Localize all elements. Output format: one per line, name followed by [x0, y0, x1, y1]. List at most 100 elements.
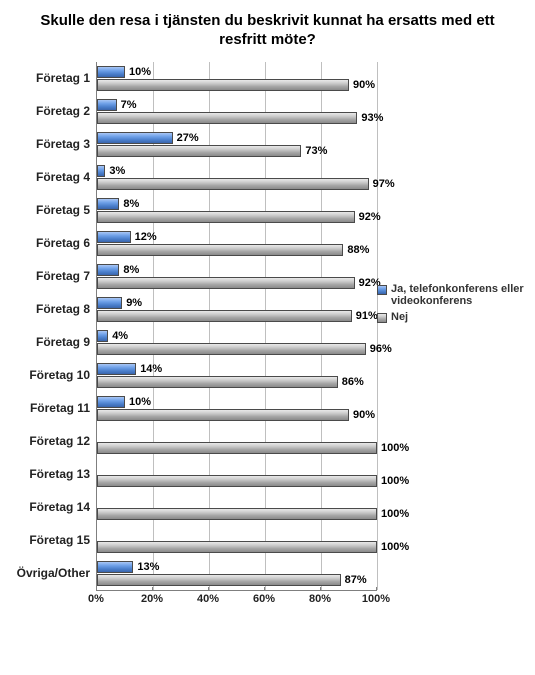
chart-wrap: Företag 1Företag 2Företag 3Företag 4Före…: [8, 62, 527, 615]
bar-yes: [97, 561, 133, 573]
value-label-no: 97%: [373, 178, 395, 190]
value-label-yes: 13%: [137, 561, 159, 573]
bar-row: 100%: [97, 491, 377, 524]
x-tickmark: [264, 587, 265, 591]
bar-no: [97, 79, 349, 91]
x-tickmark: [376, 587, 377, 591]
category-label: Företag 8: [8, 293, 90, 326]
bar-row: 7%93%: [97, 95, 377, 128]
bar-yes: [97, 132, 173, 144]
x-tickmark: [208, 587, 209, 591]
category-label: Företag 14: [8, 491, 90, 524]
legend-item-yes: Ja, telefonkonferens eller videokonferen…: [377, 283, 527, 307]
bar-yes: [97, 198, 119, 210]
x-tick-label: 60%: [253, 593, 275, 605]
bar-row: 8%92%: [97, 260, 377, 293]
bar-no: [97, 310, 352, 322]
bar-yes: [97, 66, 125, 78]
value-label-no: 92%: [359, 211, 381, 223]
bar-no: [97, 112, 357, 124]
value-label-yes: 10%: [129, 396, 151, 408]
value-label-no: 100%: [381, 442, 409, 454]
value-label-no: 93%: [361, 112, 383, 124]
x-tick-label: 80%: [309, 593, 331, 605]
value-label-yes: 8%: [123, 198, 139, 210]
bar-no: [97, 442, 377, 454]
bar-no: [97, 475, 377, 487]
bar-no: [97, 244, 343, 256]
legend-swatch-gray-icon: [377, 313, 387, 323]
category-label: Företag 15: [8, 524, 90, 557]
bar-no: [97, 178, 369, 190]
bar-row: 8%92%: [97, 194, 377, 227]
bars-container: 10%90%7%93%27%73%3%97%8%92%12%88%8%92%9%…: [97, 62, 377, 590]
value-label-no: 91%: [356, 310, 378, 322]
x-tickmark: [152, 587, 153, 591]
bar-row: 10% 90%: [97, 62, 377, 95]
category-label: Företag 6: [8, 227, 90, 260]
category-label: Företag 10: [8, 359, 90, 392]
bar-yes: [97, 264, 119, 276]
value-label-yes: 9%: [126, 297, 142, 309]
category-label: Företag 9: [8, 326, 90, 359]
bar-no: [97, 541, 377, 553]
bar-no: [97, 277, 355, 289]
bar-no: [97, 343, 366, 355]
category-label: Företag 5: [8, 194, 90, 227]
value-label-yes: 3%: [109, 165, 125, 177]
bar-no: [97, 574, 341, 586]
x-tick-label: 100%: [362, 593, 390, 605]
value-label-no: 88%: [347, 244, 369, 256]
category-label: Företag 4: [8, 161, 90, 194]
value-label-no: 86%: [342, 376, 364, 388]
bar-yes: [97, 363, 136, 375]
chart-page: Skulle den resa i tjänsten du beskrivit …: [0, 0, 535, 675]
bar-no: [97, 211, 355, 223]
chart-title: Skulle den resa i tjänsten du beskrivit …: [28, 12, 507, 50]
value-label-no: 100%: [381, 475, 409, 487]
y-axis-labels: Företag 1Företag 2Företag 3Företag 4Före…: [8, 62, 96, 590]
bar-yes: [97, 330, 108, 342]
category-label: Företag 11: [8, 392, 90, 425]
legend-label-no: Nej: [391, 311, 408, 323]
bar-no: [97, 376, 338, 388]
legend-swatch-blue-icon: [377, 285, 387, 295]
value-label-yes: 7%: [121, 99, 137, 111]
value-label-no: 90%: [353, 79, 375, 91]
category-label: Företag 2: [8, 95, 90, 128]
category-label: Företag 3: [8, 128, 90, 161]
x-tick-label: 0%: [88, 593, 104, 605]
category-label: Företag 12: [8, 425, 90, 458]
bar-yes: [97, 297, 122, 309]
x-tickmark: [320, 587, 321, 591]
bar-row: 100%: [97, 458, 377, 491]
category-label: Företag 7: [8, 260, 90, 293]
bar-row: 13% 87%: [97, 557, 377, 590]
legend: Ja, telefonkonferens eller videokonferen…: [377, 283, 527, 327]
value-label-yes: 27%: [177, 132, 199, 144]
value-label-yes: 8%: [123, 264, 139, 276]
x-tick-label: 20%: [141, 593, 163, 605]
bar-row: 10% 90%: [97, 392, 377, 425]
bar-yes: [97, 396, 125, 408]
bar-row: 100%: [97, 524, 377, 557]
value-label-yes: 14%: [140, 363, 162, 375]
category-label: Övriga/Other: [8, 557, 90, 590]
bar-yes: [97, 99, 117, 111]
bar-yes: [97, 165, 105, 177]
value-label-no: 100%: [381, 541, 409, 553]
plot-area: 10%90%7%93%27%73%3%97%8%92%12%88%8%92%9%…: [96, 62, 377, 591]
legend-item-no: Nej: [377, 311, 527, 323]
value-label-no: 87%: [345, 574, 367, 586]
value-label-yes: 10%: [129, 66, 151, 78]
value-label-no: 90%: [353, 409, 375, 421]
legend-label-yes: Ja, telefonkonferens eller videokonferen…: [391, 283, 527, 307]
x-axis-ticks: 0%20%40%60%80%100%: [96, 591, 376, 615]
x-tick-label: 40%: [197, 593, 219, 605]
value-label-yes: 4%: [112, 330, 128, 342]
value-label-no: 100%: [381, 508, 409, 520]
bar-row: 12%88%: [97, 227, 377, 260]
bar-no: [97, 145, 301, 157]
bar-no: [97, 409, 349, 421]
bar-row: 3%97%: [97, 161, 377, 194]
